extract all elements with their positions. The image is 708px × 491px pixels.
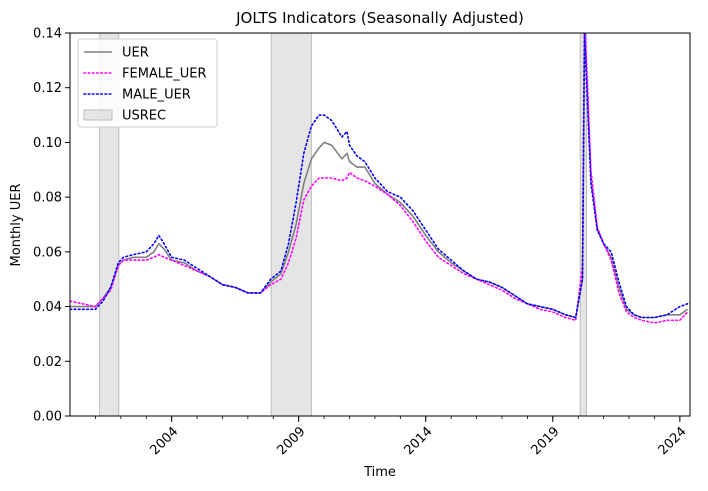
y-tick-label: 0.06 (33, 245, 62, 260)
series-line-male-uer (70, 33, 689, 319)
y-axis-title: Monthly UER (9, 184, 24, 267)
x-axis-title: Time (363, 465, 396, 480)
y-tick-label: 0.00 (33, 410, 62, 425)
legend-label: USREC (122, 109, 166, 124)
y-tick-label: 0.02 (33, 355, 62, 370)
y-tick-label: 0.04 (33, 300, 62, 315)
chart-title: JOLTS Indicators (Seasonally Adjusted) (235, 9, 524, 27)
legend-label: MALE_UER (122, 88, 191, 103)
legend-label: FEMALE_UER (122, 67, 207, 82)
recession-band-2 (270, 32, 312, 417)
y-tick-label: 0.14 (33, 27, 62, 42)
y-tick-label: 0.10 (33, 136, 62, 151)
plot-frame (69, 32, 691, 417)
y-tick-label: 0.08 (33, 191, 62, 206)
legend-box (77, 38, 218, 128)
series-group (70, 33, 689, 324)
legend-label: UER (122, 46, 149, 61)
series-line-female-uer (70, 33, 689, 324)
y-tick-label: 0.12 (33, 81, 62, 96)
legend-swatch-usrec (83, 109, 113, 121)
